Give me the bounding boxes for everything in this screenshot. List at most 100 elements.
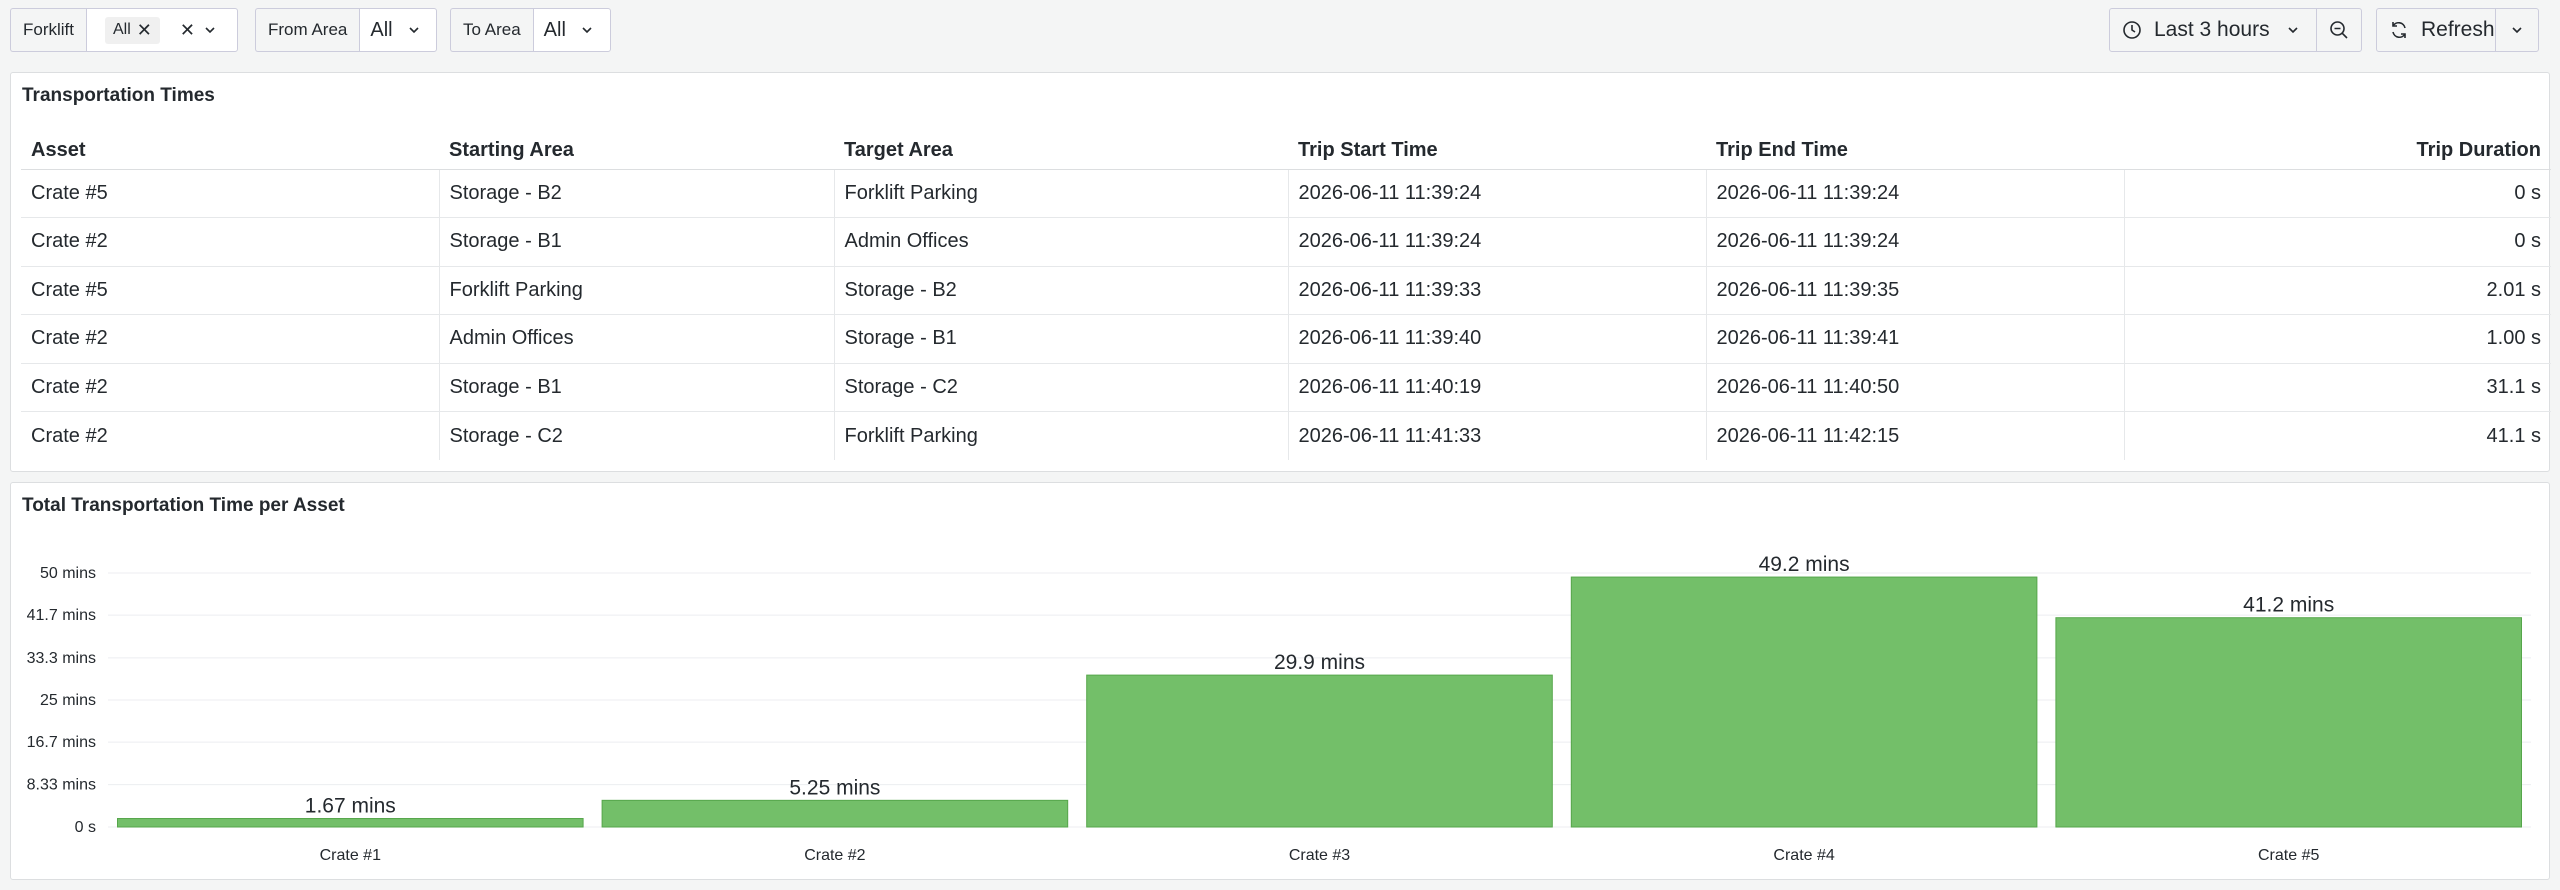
chevron-down-icon xyxy=(407,23,421,37)
cell-target-area: Storage - C2 xyxy=(834,363,1289,412)
table-header-row: Asset Starting Area Target Area Trip Sta… xyxy=(21,129,2551,170)
cell-trip-end-time: 2026-06-11 11:39:35 xyxy=(1706,266,2125,315)
bar-value-label: 49.2 mins xyxy=(1759,553,1850,576)
x-tick-label: Crate #4 xyxy=(1773,847,1834,864)
x-tick-label: Crate #1 xyxy=(320,847,381,864)
cell-trip-end-time: 2026-06-11 11:42:15 xyxy=(1706,411,2125,460)
cell-trip-start-time: 2026-06-11 11:41:33 xyxy=(1288,411,1707,460)
cell-trip-duration: 2.01 s xyxy=(2124,266,2551,315)
y-tick-label: 33.3 mins xyxy=(27,650,96,667)
to-area-variable-label: To Area xyxy=(450,8,533,52)
column-header-trip-start-time[interactable]: Trip Start Time xyxy=(1288,129,1706,170)
cell-asset: Crate #2 xyxy=(21,314,440,364)
cell-asset: Crate #2 xyxy=(21,363,440,412)
column-header-trip-duration[interactable]: Trip Duration xyxy=(2124,129,2551,170)
cell-starting-area: Storage - B1 xyxy=(439,363,835,412)
column-header-target-area[interactable]: Target Area xyxy=(834,129,1288,170)
chevron-down-icon xyxy=(580,23,594,37)
table-row: Crate #5 Storage - B2 Forklift Parking 2… xyxy=(21,169,2551,218)
forklift-chip-label: All xyxy=(113,21,131,38)
refresh-interval-button[interactable] xyxy=(2495,8,2539,52)
cell-trip-start-time: 2026-06-11 11:39:33 xyxy=(1288,266,1707,315)
chevron-down-icon xyxy=(2286,23,2300,37)
cell-target-area: Storage - B2 xyxy=(834,266,1289,315)
bar xyxy=(117,818,584,828)
chevron-down-icon[interactable] xyxy=(203,23,217,37)
to-area-select[interactable]: All xyxy=(532,8,611,52)
cell-trip-end-time: 2026-06-11 11:39:24 xyxy=(1706,169,2125,218)
bar-chart: 0 s 8.33 mins 16.7 mins 25 mins 33.3 mins 41.… xyxy=(27,553,2531,864)
column-header-asset[interactable]: Asset xyxy=(21,129,439,170)
cell-target-area: Admin Offices xyxy=(834,217,1289,267)
cell-trip-start-time: 2026-06-11 11:39:40 xyxy=(1288,314,1707,364)
cell-asset: Crate #5 xyxy=(21,266,440,315)
transportation-time-chart-panel: Total Transportation Time per Asset 0 s 8… xyxy=(10,482,2550,880)
bar xyxy=(2055,617,2523,828)
column-header-starting-area[interactable]: Starting Area xyxy=(439,129,834,170)
cell-target-area: Forklift Parking xyxy=(834,411,1289,460)
refresh-button[interactable]: Refresh xyxy=(2376,8,2506,52)
bar xyxy=(1570,576,2038,828)
bar-value-label: 41.2 mins xyxy=(2243,594,2334,617)
x-tick-label: Crate #2 xyxy=(804,847,865,864)
refresh-icon xyxy=(2389,20,2409,40)
y-tick-label: 16.7 mins xyxy=(27,734,96,751)
table-row: Crate #2 Storage - C2 Forklift Parking 2… xyxy=(21,411,2551,460)
panel-title: Total Transportation Time per Asset xyxy=(22,495,345,516)
cell-asset: Crate #2 xyxy=(21,217,440,267)
to-area-value: All xyxy=(543,18,566,41)
cell-target-area: Storage - B1 xyxy=(834,314,1289,364)
table-row: Crate #2 Storage - B1 Admin Offices 2026… xyxy=(21,217,2551,267)
bar xyxy=(1086,674,1553,828)
bar xyxy=(601,799,1069,828)
remove-chip-icon[interactable]: ✕ xyxy=(136,19,152,40)
cell-starting-area: Admin Offices xyxy=(439,314,835,364)
column-header-trip-end-time[interactable]: Trip End Time xyxy=(1706,129,2124,170)
zoom-out-icon xyxy=(2329,20,2349,40)
x-tick-label: Crate #5 xyxy=(2258,847,2319,864)
cell-trip-start-time: 2026-06-11 11:40:19 xyxy=(1288,363,1707,412)
clear-icon[interactable]: ✕ xyxy=(179,19,195,40)
y-tick-label: 41.7 mins xyxy=(27,607,96,624)
table-row: Crate #2 Admin Offices Storage - B1 2026… xyxy=(21,314,2551,364)
chevron-down-icon xyxy=(2510,23,2524,37)
cell-trip-start-time: 2026-06-11 11:39:24 xyxy=(1288,217,1707,267)
y-tick-label: 50 mins xyxy=(40,565,96,582)
cell-trip-duration: 41.1 s xyxy=(2486,424,2541,447)
cell-trip-duration: 0 s xyxy=(2124,217,2551,267)
zoom-out-button[interactable] xyxy=(2316,8,2362,52)
cell-trip-end-time: 2026-06-11 11:39:24 xyxy=(1706,217,2125,267)
cell-trip-start-time: 2026-06-11 11:39:24 xyxy=(1288,169,1707,218)
time-range-label: Last 3 hours xyxy=(2154,18,2270,41)
refresh-label: Refresh xyxy=(2421,18,2495,41)
table-row: Crate #2 Storage - B1 Storage - C2 2026-… xyxy=(21,363,2551,412)
time-range-picker[interactable]: Last 3 hours xyxy=(2109,8,2327,52)
cell-trip-duration: 1.00 s xyxy=(2124,314,2551,364)
transportation-times-table: Asset Starting Area Target Area Trip Sta… xyxy=(21,129,2551,460)
from-area-variable-label: From Area xyxy=(255,8,360,52)
y-tick-label: 8.33 mins xyxy=(27,777,96,794)
forklift-select[interactable]: All ✕ ✕ xyxy=(86,8,238,52)
bar-value-label: 1.67 mins xyxy=(305,795,396,818)
cell-trip-duration: 0 s xyxy=(2124,169,2551,218)
from-area-select[interactable]: All xyxy=(359,8,438,52)
cell-target-area: Forklift Parking xyxy=(834,169,1289,218)
bar-value-label: 29.9 mins xyxy=(1274,651,1365,674)
forklift-variable-label: Forklift xyxy=(10,8,86,52)
from-area-value: All xyxy=(370,18,393,41)
cell-asset: Crate #5 xyxy=(21,169,440,218)
cell-starting-area: Storage - B1 xyxy=(439,217,835,267)
from-area-variable: From Area All xyxy=(255,8,447,52)
y-tick-label: 25 mins xyxy=(40,692,96,709)
clock-icon xyxy=(2122,20,2142,40)
forklift-chip: All ✕ xyxy=(105,16,160,44)
cell-trip-duration: 31.1 s xyxy=(2124,363,2551,412)
cell-starting-area: Storage - C2 xyxy=(439,411,835,460)
cell-asset: Crate #2 xyxy=(21,411,440,460)
to-area-variable: To Area All xyxy=(450,8,624,52)
cell-starting-area: Forklift Parking xyxy=(439,266,835,315)
dashboard-toolbar: Forklift All ✕ ✕ From Area All To Area A… xyxy=(10,8,2550,52)
cell-trip-end-time: 2026-06-11 11:40:50 xyxy=(1706,363,2125,412)
forklift-variable: Forklift All ✕ ✕ xyxy=(10,8,242,52)
x-tick-label: Crate #3 xyxy=(1289,847,1350,864)
